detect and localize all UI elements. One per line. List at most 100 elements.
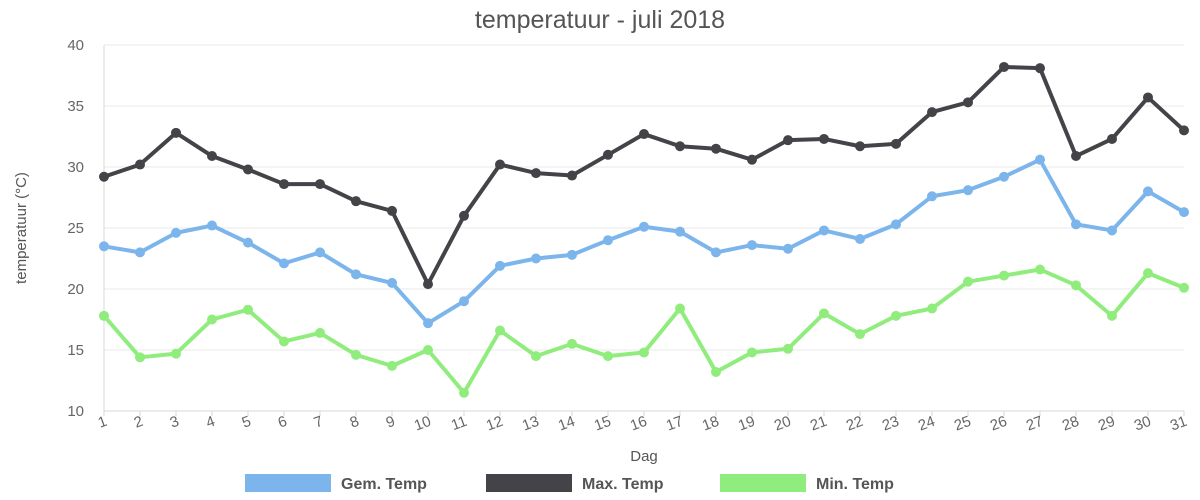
data-point[interactable]	[279, 336, 289, 347]
data-point[interactable]	[567, 249, 577, 260]
data-point[interactable]	[855, 329, 865, 340]
data-point[interactable]	[315, 179, 325, 190]
data-point[interactable]	[351, 196, 361, 207]
legend-item[interactable]: Min. Temp	[720, 474, 894, 493]
data-point[interactable]	[891, 219, 901, 230]
data-point[interactable]	[1107, 133, 1117, 144]
data-point[interactable]	[243, 164, 253, 175]
data-point[interactable]	[747, 154, 757, 165]
data-point[interactable]	[459, 387, 469, 398]
data-point[interactable]	[1179, 125, 1189, 136]
data-point[interactable]	[531, 253, 541, 264]
data-point[interactable]	[171, 227, 181, 238]
data-point[interactable]	[1143, 92, 1153, 103]
data-point[interactable]	[783, 343, 793, 354]
data-point[interactable]	[891, 138, 901, 149]
data-point[interactable]	[279, 258, 289, 269]
series-lines	[99, 61, 1189, 398]
data-point[interactable]	[387, 277, 397, 288]
data-point[interactable]	[351, 269, 361, 280]
legend-label: Min. Temp	[816, 476, 894, 493]
data-point[interactable]	[1107, 310, 1117, 321]
data-point[interactable]	[747, 240, 757, 251]
data-point[interactable]	[675, 226, 685, 237]
data-point[interactable]	[567, 170, 577, 181]
data-point[interactable]	[279, 179, 289, 190]
data-point[interactable]	[387, 360, 397, 371]
data-point[interactable]	[963, 185, 973, 196]
data-point[interactable]	[1071, 219, 1081, 230]
data-point[interactable]	[1179, 282, 1189, 293]
data-point[interactable]	[1071, 280, 1081, 291]
data-point[interactable]	[315, 327, 325, 338]
data-point[interactable]	[387, 205, 397, 216]
data-point[interactable]	[963, 276, 973, 287]
data-point[interactable]	[711, 143, 721, 154]
data-point[interactable]	[1143, 268, 1153, 279]
data-point[interactable]	[459, 296, 469, 307]
data-point[interactable]	[1143, 186, 1153, 197]
data-point[interactable]	[495, 325, 505, 336]
data-point[interactable]	[603, 235, 613, 246]
data-point[interactable]	[495, 159, 505, 170]
data-point[interactable]	[99, 241, 109, 252]
data-point[interactable]	[819, 133, 829, 144]
data-point[interactable]	[927, 107, 937, 118]
data-point[interactable]	[207, 220, 217, 231]
data-point[interactable]	[1035, 264, 1045, 275]
data-point[interactable]	[135, 159, 145, 170]
data-point[interactable]	[423, 345, 433, 355]
data-point[interactable]	[675, 141, 685, 152]
data-point[interactable]	[171, 348, 181, 359]
data-point[interactable]	[531, 351, 541, 362]
data-point[interactable]	[135, 247, 145, 258]
legend-item[interactable]: Max. Temp	[486, 474, 664, 493]
data-point[interactable]	[747, 347, 757, 358]
data-point[interactable]	[603, 351, 613, 362]
data-point[interactable]	[243, 304, 253, 315]
data-point[interactable]	[1071, 151, 1081, 162]
data-point[interactable]	[999, 171, 1009, 182]
data-point[interactable]	[531, 168, 541, 179]
data-point[interactable]	[711, 247, 721, 258]
data-point[interactable]	[99, 310, 109, 321]
data-point[interactable]	[783, 243, 793, 254]
data-point[interactable]	[459, 210, 469, 221]
data-point[interactable]	[639, 347, 649, 358]
data-point[interactable]	[243, 237, 253, 248]
data-point[interactable]	[999, 270, 1009, 281]
data-point[interactable]	[927, 191, 937, 202]
data-point[interactable]	[603, 149, 613, 160]
data-point[interactable]	[639, 129, 649, 140]
data-point[interactable]	[1107, 225, 1117, 236]
data-point[interactable]	[855, 141, 865, 152]
data-point[interactable]	[999, 61, 1009, 72]
data-point[interactable]	[351, 349, 361, 360]
data-point[interactable]	[855, 233, 865, 244]
data-point[interactable]	[423, 318, 433, 329]
data-point[interactable]	[207, 151, 217, 162]
data-point[interactable]	[567, 338, 577, 349]
data-point[interactable]	[891, 310, 901, 321]
data-point[interactable]	[207, 314, 217, 325]
legend-item[interactable]: Gem. Temp	[245, 474, 427, 493]
data-point[interactable]	[99, 171, 109, 182]
data-point[interactable]	[927, 303, 937, 314]
data-point[interactable]	[1035, 154, 1045, 165]
data-point[interactable]	[1179, 207, 1189, 218]
data-point[interactable]	[1035, 63, 1045, 74]
data-point[interactable]	[675, 303, 685, 314]
data-point[interactable]	[711, 366, 721, 377]
data-point[interactable]	[819, 308, 829, 319]
data-point[interactable]	[315, 247, 325, 258]
data-point[interactable]	[171, 127, 181, 138]
data-point[interactable]	[963, 97, 973, 108]
data-point[interactable]	[783, 135, 793, 146]
data-point[interactable]	[495, 260, 505, 271]
data-point[interactable]	[135, 352, 145, 363]
data-point[interactable]	[819, 225, 829, 236]
data-point[interactable]	[639, 221, 649, 232]
series-0	[99, 154, 1189, 329]
data-point[interactable]	[423, 279, 433, 290]
